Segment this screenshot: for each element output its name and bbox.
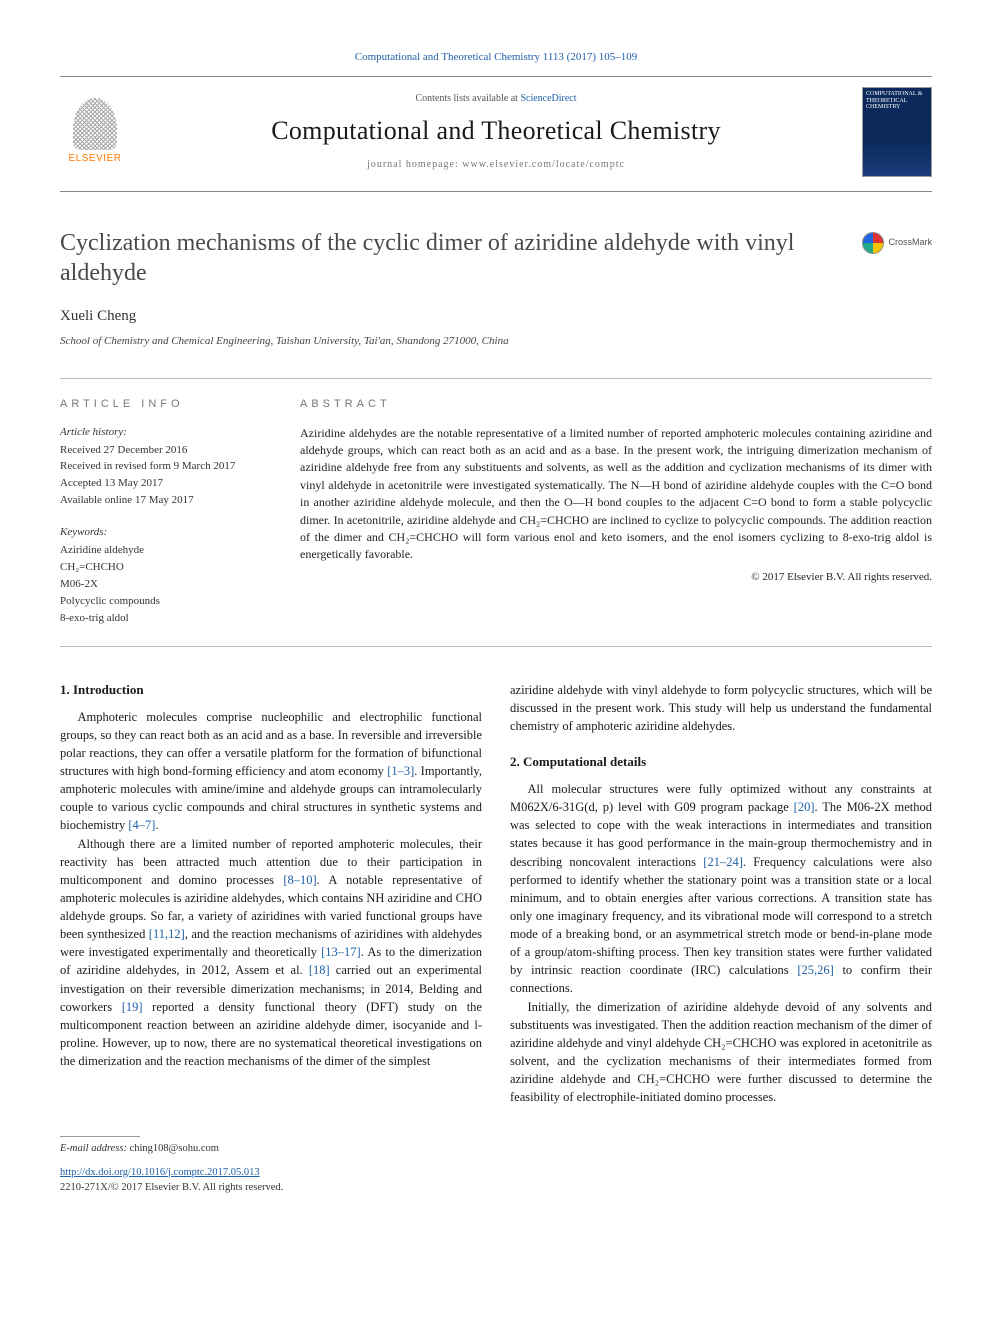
citation-line: Computational and Theoretical Chemistry …	[60, 50, 932, 66]
keyword: Aziridine aldehyde	[60, 543, 270, 559]
body-two-column: 1. Introduction Amphoteric molecules com…	[60, 681, 932, 1106]
journal-header: ELSEVIER Contents lists available at Sci…	[60, 76, 932, 192]
article-info-block: ARTICLE INFO Article history: Received 2…	[60, 397, 270, 628]
intro-paragraph-continued: aziridine aldehyde with vinyl aldehyde t…	[510, 681, 932, 735]
intro-paragraph: Amphoteric molecules comprise nucleophil…	[60, 708, 482, 835]
comp-paragraph: Initially, the dimerization of aziridine…	[510, 998, 932, 1107]
journal-cover-thumbnail: COMPUTATIONAL & THEORETICAL CHEMISTRY	[862, 87, 932, 177]
journal-homepage-line: journal homepage: www.elsevier.com/locat…	[130, 158, 862, 173]
journal-name: Computational and Theoretical Chemistry	[130, 112, 862, 150]
author-name: Xueli Cheng	[60, 306, 932, 328]
abstract-heading: ABSTRACT	[300, 397, 932, 413]
abstract-text: Aziridine aldehydes are the notable repr…	[300, 425, 932, 564]
email-label: E-mail address:	[60, 1143, 130, 1154]
history-line: Received 27 December 2016	[60, 443, 270, 459]
email-address[interactable]: ching108@sohu.com	[130, 1143, 219, 1154]
history-line: Accepted 13 May 2017	[60, 476, 270, 492]
intro-paragraph: Although there are a limited number of r…	[60, 835, 482, 1071]
corresponding-email-line: E-mail address: ching108@sohu.com	[60, 1141, 932, 1156]
author-affiliation: School of Chemistry and Chemical Enginee…	[60, 334, 932, 350]
cover-caption: COMPUTATIONAL & THEORETICAL CHEMISTRY	[866, 91, 928, 111]
section-heading-comp: 2. Computational details	[510, 753, 932, 772]
abstract-block: ABSTRACT Aziridine aldehydes are the not…	[300, 397, 932, 628]
elsevier-tree-icon	[73, 98, 117, 150]
publisher-logo: ELSEVIER	[60, 98, 130, 167]
comp-paragraph: All molecular structures were fully opti…	[510, 780, 932, 998]
history-label: Article history:	[60, 425, 270, 441]
issn-copyright-line: 2210-271X/© 2017 Elsevier B.V. All right…	[60, 1180, 932, 1195]
history-line: Available online 17 May 2017	[60, 493, 270, 509]
keyword: 8-exo-trig aldol	[60, 611, 270, 627]
keyword: CH₂=CHCHO	[60, 560, 270, 576]
history-line: Received in revised form 9 March 2017	[60, 459, 270, 475]
keyword: M06-2X	[60, 577, 270, 593]
abstract-copyright: © 2017 Elsevier B.V. All rights reserved…	[300, 570, 932, 586]
keyword: Polycyclic compounds	[60, 594, 270, 610]
keywords-label: Keywords:	[60, 525, 270, 541]
footnote-rule	[60, 1136, 140, 1137]
article-title: Cyclization mechanisms of the cyclic dim…	[60, 228, 840, 288]
crossmark-label: CrossMark	[888, 236, 932, 249]
contents-available-line: Contents lists available at ScienceDirec…	[130, 92, 862, 107]
contents-prefix: Contents lists available at	[415, 93, 520, 104]
sciencedirect-link[interactable]: ScienceDirect	[520, 93, 576, 104]
article-info-heading: ARTICLE INFO	[60, 397, 270, 413]
crossmark-icon	[862, 232, 884, 254]
page-footer: E-mail address: ching108@sohu.com http:/…	[60, 1136, 932, 1195]
crossmark-badge[interactable]: CrossMark	[862, 232, 932, 254]
homepage-url[interactable]: www.elsevier.com/locate/comptc	[462, 159, 625, 170]
section-heading-intro: 1. Introduction	[60, 681, 482, 700]
publisher-brand: ELSEVIER	[69, 152, 122, 167]
doi-link[interactable]: http://dx.doi.org/10.1016/j.comptc.2017.…	[60, 1165, 932, 1180]
homepage-prefix: journal homepage:	[367, 159, 462, 170]
